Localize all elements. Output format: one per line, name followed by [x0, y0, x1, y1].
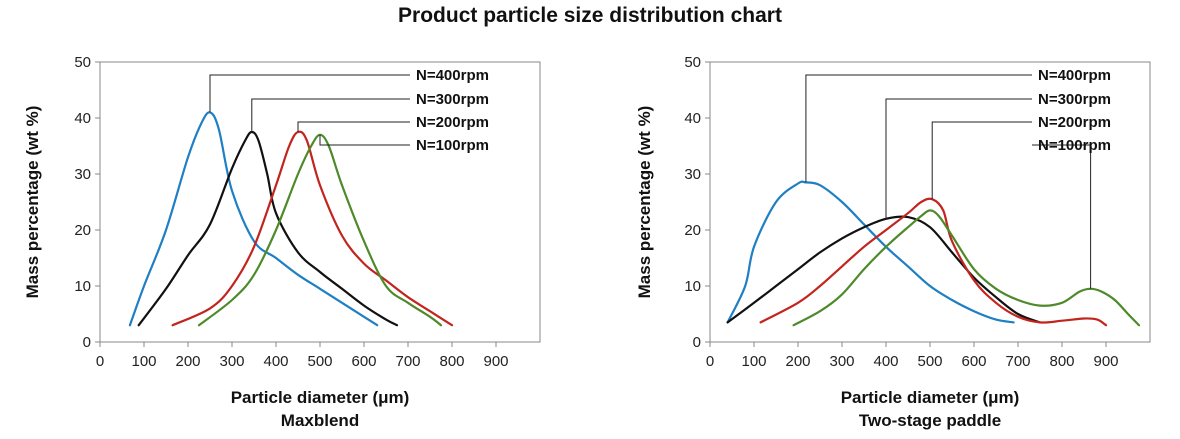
series-line [759, 197, 1108, 327]
y-tick-label: 0 [693, 334, 701, 351]
legend-leader-line [251, 98, 410, 132]
x-tick-label: 100 [131, 353, 156, 370]
x-tick-label: 700 [395, 353, 420, 370]
legend-leader-line [319, 134, 410, 146]
series-line [726, 180, 1015, 324]
page-title: Product particle size distribution chart [398, 4, 782, 27]
y-tick-label: 30 [684, 166, 701, 183]
series-line [137, 130, 399, 327]
x-tick-label: 900 [483, 353, 508, 370]
x-tick-label: 500 [917, 353, 942, 370]
y-tick-label: 40 [684, 110, 701, 127]
y-axis-title: Mass percentage (wt %) [635, 106, 654, 299]
legend-label: N=400rpm [1038, 67, 1111, 84]
y-axis-title: Mass percentage (wt %) [23, 106, 42, 299]
y-tick-label: 50 [74, 54, 91, 71]
legend-label: N=300rpm [416, 91, 489, 108]
x-tick-label: 600 [961, 353, 986, 370]
chart-subtitle: Two-stage paddle [859, 411, 1001, 430]
legend-leader-line [209, 74, 410, 113]
x-axis-title: Particle diameter (μm) [841, 388, 1020, 407]
legend-label: N=200rpm [416, 114, 489, 131]
legend-label: N=200rpm [1038, 114, 1111, 131]
x-tick-label: 600 [351, 353, 376, 370]
x-tick-label: 400 [263, 353, 288, 370]
x-tick-label: 200 [175, 353, 200, 370]
x-tick-label: 0 [96, 353, 104, 370]
x-tick-label: 300 [829, 353, 854, 370]
legend-leader-line [297, 121, 410, 132]
legend-label: N=300rpm [1038, 91, 1111, 108]
x-tick-label: 0 [706, 353, 714, 370]
x-tick-label: 200 [785, 353, 810, 370]
x-tick-label: 400 [873, 353, 898, 370]
legend-label: N=100rpm [416, 137, 489, 154]
series-line [171, 130, 454, 327]
y-tick-label: 50 [684, 54, 701, 71]
series-line [128, 111, 379, 327]
x-axis-title: Particle diameter (μm) [231, 388, 410, 407]
chart-subtitle: Maxblend [281, 411, 359, 430]
series-line [792, 209, 1141, 327]
x-tick-label: 800 [439, 353, 464, 370]
legend-leader-line [1032, 144, 1092, 289]
series-line [197, 133, 443, 327]
y-tick-label: 20 [684, 222, 701, 239]
legend-label: N=400rpm [416, 67, 489, 84]
y-tick-label: 40 [74, 110, 91, 127]
x-tick-label: 300 [219, 353, 244, 370]
x-tick-label: 100 [741, 353, 766, 370]
x-tick-label: 700 [1005, 353, 1030, 370]
y-tick-label: 0 [83, 334, 91, 351]
y-tick-label: 20 [74, 222, 91, 239]
legend-leader-line [805, 74, 1032, 183]
legend-label: N=100rpm [1038, 137, 1111, 154]
legend-leader-line [885, 98, 1032, 219]
x-tick-label: 800 [1049, 353, 1074, 370]
y-tick-label: 10 [74, 278, 91, 295]
y-tick-label: 10 [684, 278, 701, 295]
y-tick-label: 30 [74, 166, 91, 183]
legend-leader-line [931, 121, 1032, 200]
x-tick-label: 900 [1093, 353, 1118, 370]
x-tick-label: 500 [307, 353, 332, 370]
